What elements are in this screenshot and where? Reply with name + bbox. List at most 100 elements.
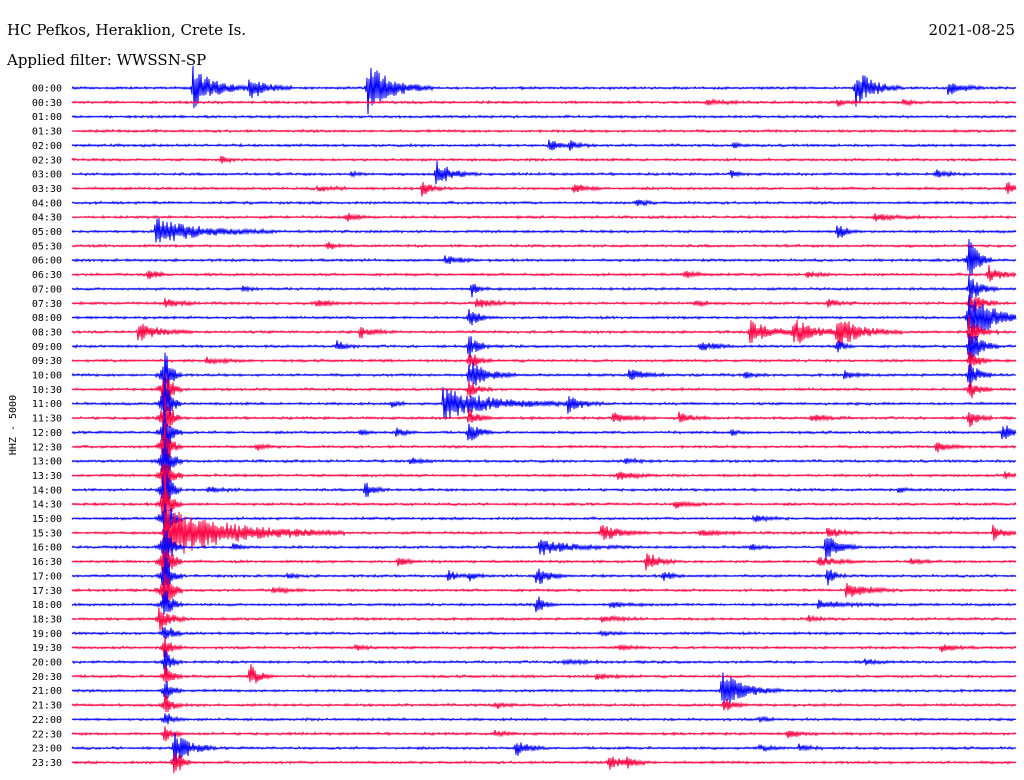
trace-line [71, 128, 1017, 134]
trace-line [71, 294, 1017, 339]
trace-line [71, 160, 1017, 185]
time-tick-label: 15:30 [32, 528, 62, 539]
time-tick-label: 09:00 [32, 342, 62, 353]
time-tick-label: 14:00 [32, 485, 62, 496]
time-tick-label: 08:30 [32, 327, 62, 338]
time-tick-label: 13:00 [32, 457, 62, 468]
trace-line [71, 314, 1017, 348]
time-tick-label: 21:30 [32, 701, 62, 712]
time-tick-label: 02:30 [32, 155, 62, 166]
trace-line [71, 664, 1017, 684]
trace-line [71, 156, 1017, 164]
trace-line [71, 509, 1017, 554]
trace-line [71, 351, 1017, 372]
trace-line [71, 213, 1017, 222]
time-tick-label: 09:30 [32, 356, 62, 367]
time-tick-label: 10:00 [32, 371, 62, 382]
trace-line [71, 199, 1017, 207]
trace-line [71, 590, 1017, 615]
time-tick-label: 18:30 [32, 614, 62, 625]
time-tick-label: 05:30 [32, 241, 62, 252]
time-tick-label: 22:30 [32, 729, 62, 740]
time-tick-label: 05:00 [32, 227, 62, 238]
time-tick-label: 03:30 [32, 184, 62, 195]
trace-line [71, 114, 1017, 120]
time-tick-label: 15:00 [32, 514, 62, 525]
trace-line [71, 753, 1017, 774]
trace-line [71, 352, 1017, 397]
time-tick-label: 16:30 [32, 557, 62, 568]
trace-line [71, 181, 1017, 197]
time-tick-label: 14:30 [32, 500, 62, 511]
time-tick-label: 18:00 [32, 600, 62, 611]
trace-line [71, 713, 1017, 725]
trace-line [71, 422, 1017, 463]
time-tick-label: 07:30 [32, 299, 62, 310]
trace-line [71, 672, 1017, 704]
time-tick-label: 01:30 [32, 127, 62, 138]
time-tick-label: 12:30 [32, 442, 62, 453]
trace-line [71, 333, 1017, 364]
trace-line [71, 573, 1017, 609]
time-tick-label: 21:00 [32, 686, 62, 697]
time-tick-label: 06:30 [32, 270, 62, 281]
trace-line [71, 65, 1017, 115]
time-tick-label: 12:00 [32, 428, 62, 439]
trace-line [71, 548, 1017, 581]
trace-line [71, 264, 1017, 282]
trace-line [71, 97, 1017, 107]
time-tick-label: 08:00 [32, 313, 62, 324]
trace-line [71, 649, 1017, 675]
record-date: 2021-08-25 [928, 21, 1015, 39]
trace-line [71, 377, 1017, 425]
time-tick-label: 02:00 [32, 141, 62, 152]
trace-group [71, 65, 1017, 774]
time-tick-labels: 00:00 00:30 01:00 01:30 02:00 02:30 03:00 03:30… [32, 84, 62, 769]
time-tick-label: 00:30 [32, 98, 62, 109]
filter-label: Applied filter: WWSSN-SP [7, 51, 207, 69]
station-title: HC Pefkos, Heraklion, Crete Is. [7, 21, 247, 39]
time-tick-label: 17:30 [32, 586, 62, 597]
time-tick-label: 04:00 [32, 198, 62, 209]
time-tick-label: 23:00 [32, 744, 62, 755]
trace-line [71, 275, 1017, 301]
time-tick-label: 00:00 [32, 84, 62, 95]
time-tick-label: 07:00 [32, 284, 62, 295]
trace-line [71, 396, 1017, 441]
time-tick-label: 04:30 [32, 213, 62, 224]
time-tick-label: 01:00 [32, 112, 62, 123]
trace-line [71, 530, 1017, 563]
time-tick-label: 19:00 [32, 629, 62, 640]
trace-line [71, 241, 1017, 250]
trace-line [71, 636, 1017, 658]
channel-label: HHZ - 5000 [8, 395, 19, 455]
time-tick-label: 03:00 [32, 170, 62, 181]
time-tick-label: 20:00 [32, 658, 62, 669]
trace-line [71, 478, 1017, 519]
trace-line [71, 627, 1017, 640]
trace-line [71, 607, 1017, 631]
time-tick-label: 19:30 [32, 643, 62, 654]
trace-line [71, 296, 1017, 313]
trace-line [71, 557, 1017, 598]
time-tick-label: 06:00 [32, 256, 62, 267]
time-tick-label: 13:30 [32, 471, 62, 482]
time-tick-label: 17:00 [32, 571, 62, 582]
trace-line [71, 472, 1017, 511]
trace-line [71, 239, 1017, 277]
trace-line [71, 374, 1017, 411]
time-tick-label: 11:00 [32, 399, 62, 410]
time-tick-label: 22:00 [32, 715, 62, 726]
trace-line [71, 438, 1017, 479]
trace-line [71, 502, 1017, 534]
time-tick-label: 20:30 [32, 672, 62, 683]
trace-line [71, 409, 1017, 453]
trace-line [71, 463, 1017, 491]
time-tick-label: 10:30 [32, 385, 62, 396]
trace-line [71, 692, 1017, 713]
trace-line [71, 732, 1017, 764]
time-tick-label: 23:30 [32, 758, 62, 769]
trace-line [71, 139, 1017, 152]
time-tick-label: 11:30 [32, 414, 62, 425]
